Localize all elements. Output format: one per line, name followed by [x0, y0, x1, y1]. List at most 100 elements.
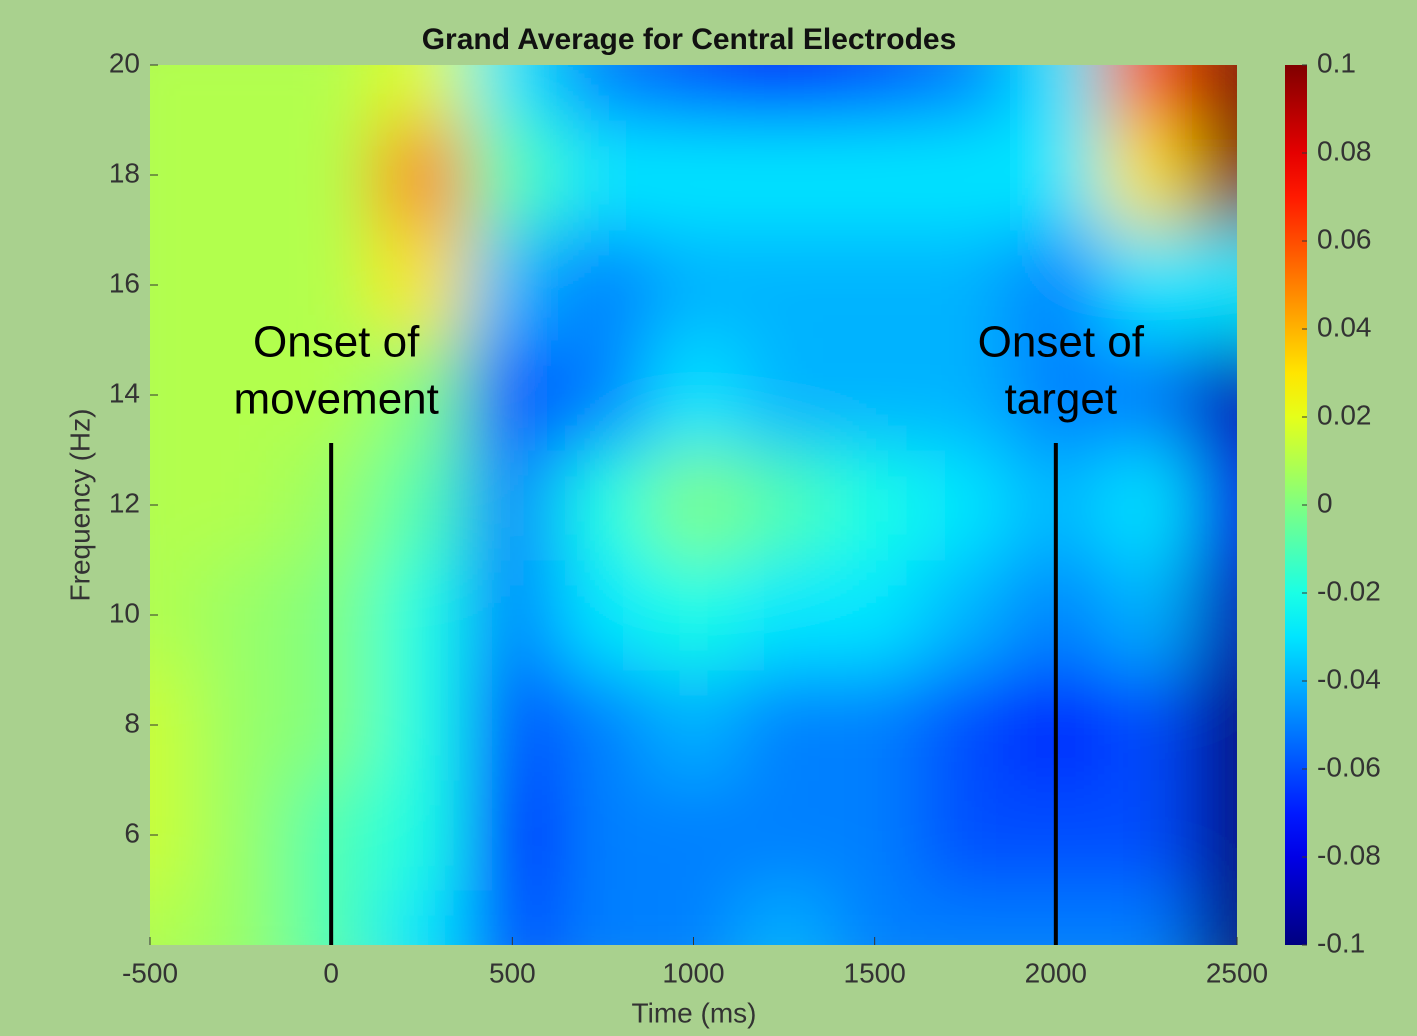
colorbar-tick-label: -0.08	[1317, 839, 1381, 870]
heat-cell	[557, 450, 649, 561]
heat-cell	[1191, 670, 1237, 781]
heat-cell	[467, 560, 559, 671]
heat-cell	[648, 670, 740, 781]
heat-cell	[738, 890, 830, 945]
y-tick-label: 14	[109, 377, 140, 408]
heat-cell	[467, 450, 559, 561]
y-tick-label: 8	[124, 707, 140, 738]
heat-cell	[1101, 560, 1193, 671]
heat-cell	[376, 560, 468, 671]
annotation-text: target	[1005, 375, 1118, 424]
heat-cell	[285, 230, 377, 341]
x-tick-label: 500	[489, 957, 536, 988]
heat-cell	[195, 560, 287, 671]
heat-cell	[1010, 230, 1102, 341]
heat-cell	[648, 450, 740, 561]
heat-cell	[285, 65, 377, 121]
heat-cell	[467, 65, 559, 121]
y-tick-label: 20	[109, 47, 140, 78]
heat-cell	[919, 780, 1012, 891]
heat-cell	[376, 670, 468, 781]
x-tick-label: 2000	[1025, 957, 1087, 988]
heat-cell	[376, 230, 468, 341]
heat-cell	[467, 890, 559, 945]
heat-cell	[195, 780, 287, 891]
heat-cell	[150, 670, 196, 781]
heat-cell	[195, 120, 287, 231]
heat-cell	[648, 230, 740, 341]
heat-cell	[919, 340, 1012, 451]
heat-cell	[829, 890, 921, 945]
heat-cell	[557, 780, 649, 891]
y-tick-label: 10	[109, 597, 140, 628]
heat-cell	[829, 65, 921, 121]
heat-cell	[1101, 450, 1193, 561]
x-tick-label: 1500	[844, 957, 906, 988]
heat-cell	[1010, 120, 1102, 231]
heat-cell	[919, 890, 1012, 945]
heat-cell	[195, 890, 287, 945]
x-tick-label: 0	[323, 957, 339, 988]
heat-cell	[376, 65, 468, 121]
heat-cell	[557, 65, 649, 121]
colorbar-tick-label: -0.02	[1317, 575, 1381, 606]
heat-cell	[829, 120, 921, 231]
heat-cell	[648, 560, 740, 671]
heat-cell	[919, 120, 1012, 231]
heat-cell	[738, 65, 830, 121]
annotation-text: Onset of	[253, 318, 420, 367]
heat-cell	[919, 670, 1012, 781]
heat-cell	[195, 340, 287, 451]
heat-cell	[648, 65, 740, 121]
heat-cell	[467, 120, 559, 231]
plot-area	[150, 65, 1237, 945]
x-axis-label: Time (ms)	[632, 997, 757, 1028]
heat-cell	[648, 780, 740, 891]
heat-cell	[829, 230, 921, 341]
heat-cell	[829, 450, 921, 561]
heat-cell	[919, 560, 1012, 671]
heat-cell	[195, 670, 287, 781]
heat-cell	[648, 340, 740, 451]
heat-cell	[1191, 120, 1237, 231]
heat-cell	[1101, 670, 1193, 781]
heat-cell	[467, 340, 559, 451]
heat-cell	[150, 890, 196, 945]
heat-cell	[1191, 230, 1237, 341]
heat-cell	[557, 340, 649, 451]
heat-cell	[1191, 65, 1237, 121]
colorbar-tick-label: -0.04	[1317, 663, 1381, 694]
colorbar-tick-label: 0.04	[1317, 311, 1372, 342]
y-tick-label: 18	[109, 157, 140, 188]
heat-cell	[1101, 120, 1193, 231]
heat-cell	[738, 340, 830, 451]
heat-cell	[1191, 890, 1237, 945]
heat-cell	[285, 120, 377, 231]
annotation-text: movement	[233, 375, 438, 424]
heat-cell	[1191, 340, 1237, 451]
colorbar-tick-label: -0.1	[1317, 927, 1365, 958]
heat-cell	[285, 340, 377, 451]
heat-cell	[919, 230, 1012, 341]
heat-cell	[150, 450, 196, 561]
chart-title: Grand Average for Central Electrodes	[422, 23, 957, 56]
y-tick-label: 12	[109, 487, 140, 518]
x-tick-label: 1000	[662, 957, 724, 988]
x-tick-label: -500	[122, 957, 178, 988]
heat-cell	[738, 560, 830, 671]
x-tick-label: 2500	[1206, 957, 1268, 988]
heat-cell	[738, 120, 830, 231]
heat-cell	[467, 230, 559, 341]
heat-cell	[738, 450, 830, 561]
heat-cell	[738, 780, 830, 891]
heat-cell	[557, 230, 649, 341]
heat-cell	[1101, 230, 1193, 341]
heat-cell	[557, 120, 649, 231]
heat-cell	[195, 450, 287, 561]
heat-cell	[150, 120, 196, 231]
heat-cell	[195, 65, 287, 121]
heat-cell	[829, 340, 921, 451]
heat-cell	[376, 450, 468, 561]
heat-cell	[738, 670, 830, 781]
heat-cell	[557, 560, 649, 671]
